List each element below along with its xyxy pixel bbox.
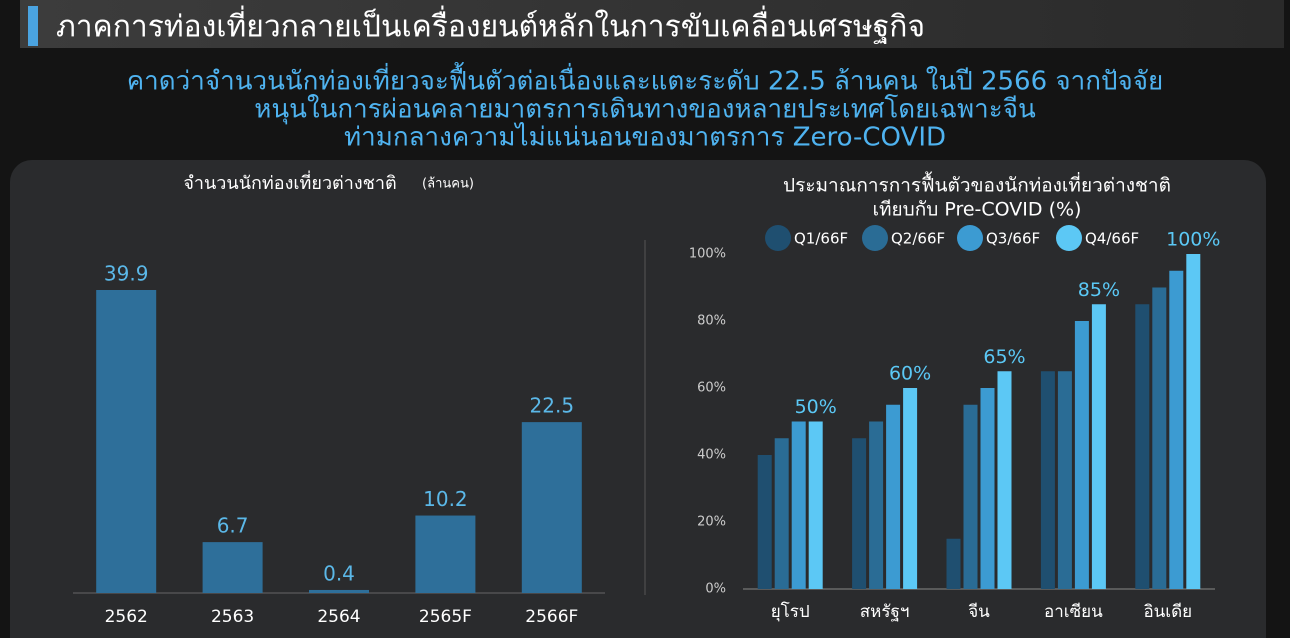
bar <box>946 538 961 589</box>
x-tick-label: อินเดีย <box>1143 602 1192 622</box>
header-title: ภาคการท่องเที่ยวกลายเป็นเครื่องยนต์หลักใ… <box>56 6 925 45</box>
x-tick-label: 2562 <box>105 607 148 627</box>
x-tick-label: ยุโรป <box>771 601 810 622</box>
bar <box>1040 371 1055 589</box>
y-tick-label: 100% <box>689 247 726 262</box>
value-label: 65% <box>983 346 1025 368</box>
bar <box>869 421 884 589</box>
bar <box>1186 254 1201 589</box>
bar <box>808 421 823 589</box>
legend-swatch <box>1056 225 1082 251</box>
bar <box>757 455 772 589</box>
legend-label: Q1/66F <box>794 230 848 248</box>
value-label: 0.4 <box>323 561 355 585</box>
value-label: 100% <box>1166 229 1220 251</box>
bar <box>852 438 867 589</box>
x-tick-label: จีน <box>968 602 990 622</box>
chart-title: เทียบกับ Pre-COVID (%) <box>873 199 1082 221</box>
x-tick-label: อาเซียน <box>1044 602 1103 622</box>
value-label: 6.7 <box>217 514 249 538</box>
bar <box>886 404 901 589</box>
legend-swatch <box>862 225 888 251</box>
bar <box>1091 304 1106 589</box>
value-label: 22.5 <box>530 394 575 418</box>
x-tick-label: 2565F <box>419 607 472 627</box>
bar <box>997 371 1012 589</box>
chart-title: ประมาณการการฟื้นตัวของนักท่องเที่ยวต่างช… <box>783 172 1171 197</box>
legend-swatch <box>765 225 791 251</box>
bar <box>96 290 157 593</box>
value-label: 10.2 <box>423 487 468 511</box>
subtitle-line: หนุนในการผ่อนคลายมาตรการเดินทางของหลายปร… <box>254 94 1036 125</box>
bar <box>791 421 806 589</box>
header-accent <box>28 6 38 46</box>
legend-label: Q3/66F <box>986 230 1040 248</box>
bar <box>1074 321 1089 589</box>
value-label: 85% <box>1078 279 1120 301</box>
x-tick-label: สหรัฐฯ <box>860 602 910 622</box>
x-tick-label: 2564 <box>317 607 360 627</box>
y-tick-label: 80% <box>697 314 726 329</box>
subtitle-line: ท่ามกลางความไม่แน่นอนของมาตรการ Zero-COV… <box>344 122 946 153</box>
legend-label: Q2/66F <box>891 230 945 248</box>
chart-unit: (ล้านคน) <box>422 177 474 192</box>
bar <box>774 438 789 589</box>
panel <box>10 160 1266 638</box>
value-label: 50% <box>795 396 837 418</box>
legend-label: Q4/66F <box>1085 230 1139 248</box>
bar <box>1135 304 1150 589</box>
x-tick-label: 2566F <box>525 607 578 627</box>
bar <box>980 388 995 589</box>
y-tick-label: 60% <box>697 381 726 396</box>
bar <box>1152 287 1167 589</box>
value-label: 39.9 <box>104 262 149 286</box>
value-label: 60% <box>889 363 931 385</box>
bar <box>309 589 369 593</box>
bar <box>1169 270 1184 589</box>
legend-swatch <box>957 225 983 251</box>
bar <box>415 515 476 593</box>
subtitle-line: คาดว่าจำนวนนักท่องเที่ยวจะฟื้นตัวต่อเนื่… <box>127 62 1163 97</box>
y-tick-label: 20% <box>697 515 726 530</box>
bar <box>202 542 263 593</box>
y-tick-label: 40% <box>697 448 726 463</box>
chart-title: จำนวนนักท่องเที่ยวต่างชาติ <box>183 170 396 194</box>
header-bar <box>20 0 1284 48</box>
bar <box>903 388 918 589</box>
x-tick-label: 2563 <box>211 607 254 627</box>
y-tick-label: 0% <box>705 582 726 597</box>
bar <box>963 404 978 589</box>
bar <box>521 422 582 593</box>
bar <box>1057 371 1072 589</box>
